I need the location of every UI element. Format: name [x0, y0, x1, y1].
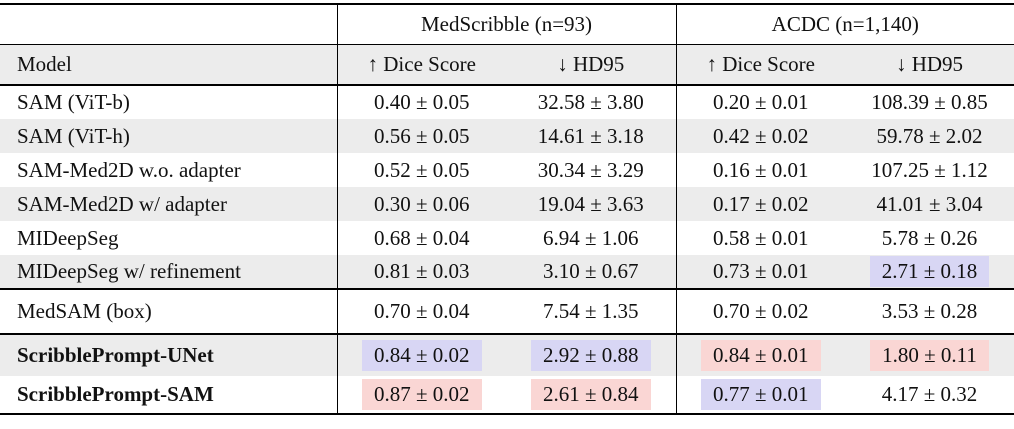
metric-value: 3.53 ± 0.28	[881, 299, 978, 323]
metric-value-highlight-second: 2.92 ± 0.88	[530, 340, 651, 371]
metric-value-highlight-second: 0.84 ± 0.02	[361, 340, 482, 371]
metric-value-highlight-second: 2.71 ± 0.18	[869, 256, 990, 287]
metric-value: 3.10 ± 0.67	[542, 259, 639, 283]
model-name: ScribblePrompt-SAM	[0, 376, 338, 415]
column-header-hd95-medscribble: ↓ HD95	[506, 44, 677, 86]
table-row: ScribblePrompt-SAM 0.87 ± 0.02 2.61 ± 0.…	[0, 376, 1014, 415]
model-name: SAM (ViT-b)	[0, 85, 338, 119]
table-row: MIDeepSeg w/ refinement 0.81 ± 0.03 3.10…	[0, 255, 1014, 290]
table-row: SAM (ViT-b) 0.40 ± 0.05 32.58 ± 3.80 0.2…	[0, 85, 1014, 119]
metric-value: 0.81 ± 0.03	[373, 259, 470, 283]
metric-value-highlight-best: 0.84 ± 0.01	[700, 340, 821, 371]
metric-value: 32.58 ± 3.80	[537, 90, 644, 114]
metric-value: 0.20 ± 0.01	[712, 90, 809, 114]
table-row: SAM-Med2D w.o. adapter 0.52 ± 0.05 30.34…	[0, 153, 1014, 187]
group-header-medscribble: MedScribble (n=93)	[337, 4, 677, 45]
table-row: MIDeepSeg 0.68 ± 0.04 6.94 ± 1.06 0.58 ±…	[0, 221, 1014, 255]
column-header-hd95-acdc: ↓ HD95	[845, 44, 1014, 86]
metric-value: 108.39 ± 0.85	[871, 90, 988, 114]
group-header-acdc: ACDC (n=1,140)	[676, 4, 1014, 45]
column-header-row: Model ↑ Dice Score ↓ HD95 ↑ Dice Score ↓…	[0, 44, 1014, 86]
model-name: MIDeepSeg w/ refinement	[0, 255, 338, 290]
metric-value: 0.70 ± 0.02	[712, 299, 809, 323]
group-header-row: MedScribble (n=93) ACDC (n=1,140)	[0, 4, 1014, 45]
table-row: SAM (ViT-h) 0.56 ± 0.05 14.61 ± 3.18 0.4…	[0, 119, 1014, 153]
model-name: MedSAM (box)	[0, 289, 338, 335]
metric-value: 0.40 ± 0.05	[373, 90, 470, 114]
metric-value: 14.61 ± 3.18	[537, 123, 644, 148]
metric-value: 7.54 ± 1.35	[542, 299, 639, 323]
metric-value: 0.73 ± 0.01	[712, 259, 809, 283]
metric-value: 30.34 ± 3.29	[537, 157, 644, 182]
column-header-dice-acdc: ↑ Dice Score	[676, 44, 845, 86]
model-name: SAM-Med2D w.o. adapter	[0, 153, 338, 187]
metric-value: 0.68 ± 0.04	[373, 225, 470, 250]
table-row: MedSAM (box) 0.70 ± 0.04 7.54 ± 1.35 0.7…	[0, 289, 1014, 335]
column-header-dice-medscribble: ↑ Dice Score	[337, 44, 506, 86]
metric-value: 107.25 ± 1.12	[871, 157, 988, 182]
model-name: SAM-Med2D w/ adapter	[0, 187, 338, 221]
results-table: MedScribble (n=93) ACDC (n=1,140) Model …	[0, 3, 1014, 415]
metric-value: 0.16 ± 0.01	[712, 157, 809, 182]
model-name: SAM (ViT-h)	[0, 119, 338, 153]
metric-value: 4.17 ± 0.32	[881, 382, 978, 406]
metric-value: 41.01 ± 3.04	[876, 191, 983, 216]
metric-value: 0.56 ± 0.05	[373, 123, 470, 148]
table-row: SAM-Med2D w/ adapter 0.30 ± 0.06 19.04 ±…	[0, 187, 1014, 221]
metric-value: 0.30 ± 0.06	[373, 191, 470, 216]
metric-value: 5.78 ± 0.26	[881, 225, 978, 250]
metric-value: 0.58 ± 0.01	[712, 225, 809, 250]
table-row: ScribblePrompt-UNet 0.84 ± 0.02 2.92 ± 0…	[0, 334, 1014, 376]
metric-value-highlight-best: 1.80 ± 0.11	[870, 340, 989, 371]
metric-value: 0.70 ± 0.04	[373, 299, 470, 323]
metric-value: 59.78 ± 2.02	[876, 123, 983, 148]
metric-value: 6.94 ± 1.06	[542, 225, 639, 250]
metric-value: 19.04 ± 3.63	[537, 191, 644, 216]
metric-value: 0.52 ± 0.05	[373, 157, 470, 182]
group-header-empty-cell	[0, 4, 338, 45]
metric-value-highlight-best: 0.87 ± 0.02	[361, 379, 482, 410]
metric-value-highlight-second: 0.77 ± 0.01	[700, 379, 821, 410]
metric-value: 0.17 ± 0.02	[712, 191, 809, 216]
metric-value-highlight-best: 2.61 ± 0.84	[530, 379, 651, 410]
model-name: MIDeepSeg	[0, 221, 338, 255]
model-name: ScribblePrompt-UNet	[0, 334, 338, 376]
metric-value: 0.42 ± 0.02	[712, 123, 809, 148]
column-header-model: Model	[0, 44, 338, 86]
